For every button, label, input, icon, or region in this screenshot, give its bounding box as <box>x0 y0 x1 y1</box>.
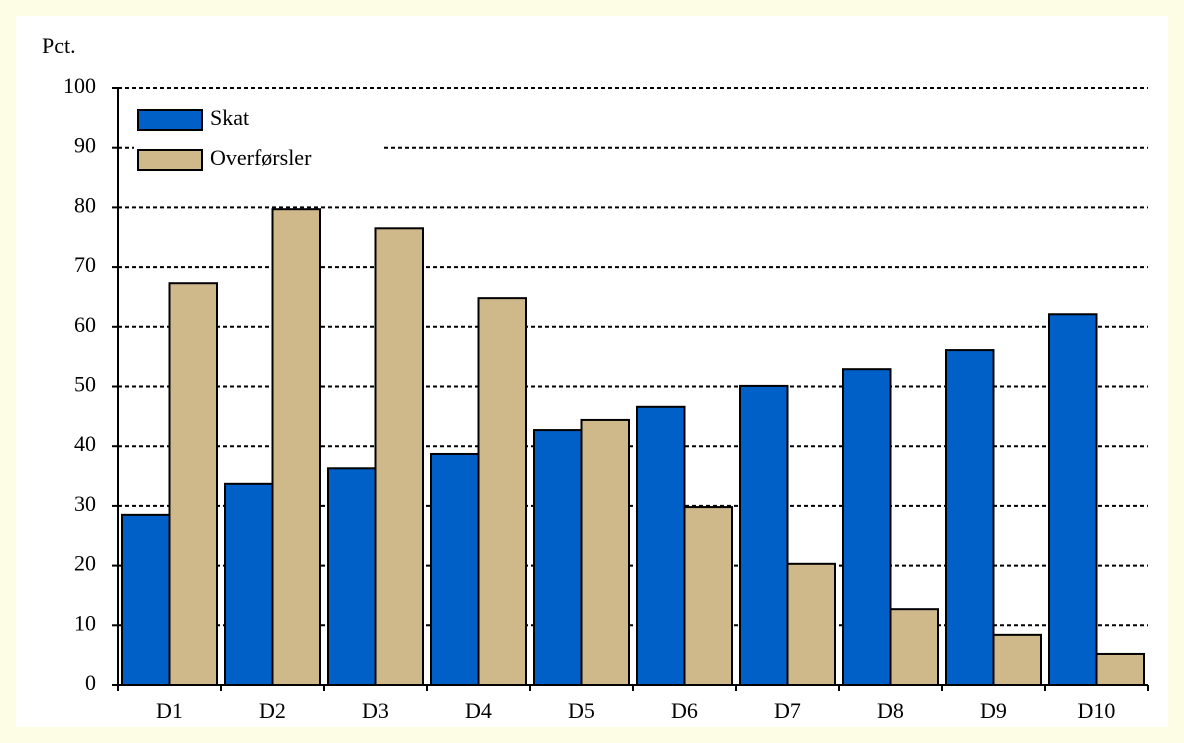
bar <box>842 368 892 686</box>
bar <box>374 227 424 686</box>
bar <box>327 467 377 686</box>
y-tick-label: 60 <box>74 312 96 337</box>
bar <box>224 482 274 686</box>
bar <box>1095 652 1145 686</box>
bar <box>945 349 995 686</box>
y-tick-label: 70 <box>74 252 96 277</box>
y-tick-label: 40 <box>74 431 96 456</box>
legend-swatch <box>137 109 203 131</box>
bar <box>739 384 789 686</box>
x-tick-label: D1 <box>156 698 183 723</box>
bar <box>1048 313 1098 686</box>
bar <box>992 633 1042 686</box>
y-tick-label: 100 <box>63 73 96 98</box>
x-tick-label: D7 <box>774 698 801 723</box>
bar <box>271 208 321 686</box>
bar <box>477 297 527 686</box>
bar <box>121 513 171 686</box>
x-tick-label: D10 <box>1078 698 1116 723</box>
x-tick-label: D2 <box>259 698 286 723</box>
bar <box>533 429 583 686</box>
y-tick-label: 80 <box>74 192 96 217</box>
bar <box>636 405 686 686</box>
bar <box>430 452 480 686</box>
bar <box>168 282 218 686</box>
x-tick-label: D5 <box>568 698 595 723</box>
x-tick-label: D8 <box>877 698 904 723</box>
bar <box>786 562 836 687</box>
x-tick-label: D4 <box>465 698 492 723</box>
legend-label: Overførsler <box>210 145 312 170</box>
y-tick-label: 0 <box>85 670 96 695</box>
y-tick-label: 50 <box>74 372 96 397</box>
y-axis-label: Pct. <box>42 33 76 58</box>
legend-swatch <box>137 149 203 171</box>
y-tick-label: 90 <box>74 133 96 158</box>
y-tick-label: 30 <box>74 491 96 516</box>
x-tick-label: D6 <box>671 698 698 723</box>
y-tick-label: 20 <box>74 551 96 576</box>
bar <box>889 608 939 687</box>
x-tick-label: D3 <box>362 698 389 723</box>
bar <box>580 418 630 686</box>
x-tick-label: D9 <box>980 698 1007 723</box>
legend-label: Skat <box>210 105 249 130</box>
bar <box>683 506 733 686</box>
y-tick-label: 10 <box>74 610 96 635</box>
